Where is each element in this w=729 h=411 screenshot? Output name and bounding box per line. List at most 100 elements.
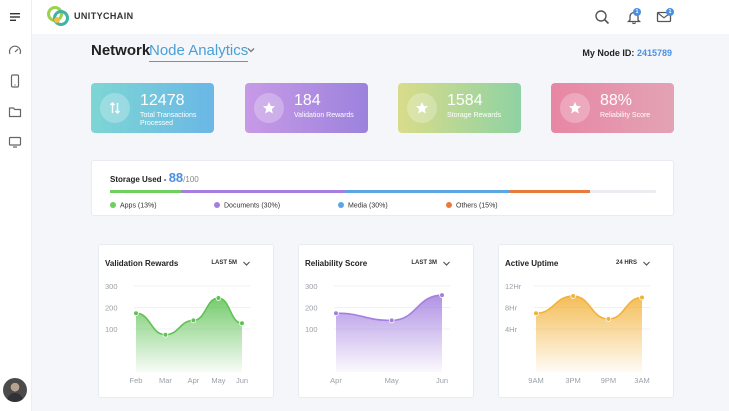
star-icon [569,102,581,114]
stat-label: Total Transactions Processed [140,112,197,127]
y-tick-label: 200 [105,304,118,313]
legend-documents: Documents (30%) [214,202,280,210]
menu-icon[interactable] [8,10,22,24]
x-tick-label: May [211,376,225,385]
legend-label: Others (15%) [456,202,498,210]
node-id: My Node ID: 2415789 [582,48,672,58]
stat-card-transactions[interactable]: 12478 Total Transactions Processed [91,83,214,133]
mobile-device-icon[interactable] [8,74,22,88]
notifications-badge: 1 [633,8,641,16]
data-point[interactable] [388,317,395,324]
node-id-value: 2415789 [636,48,672,58]
series-area [536,296,642,372]
reliability-score-chart: 300 200 100 Apr May Jun [305,282,450,385]
storage-used-title: Storage Used - [110,175,167,184]
sidebar [0,0,32,411]
dashboard-gauge-icon[interactable] [8,44,22,58]
x-tick-label: 3AM [634,376,649,385]
validation-rewards-chart: 300 200 100 Feb Mar Apr May Jun [105,282,250,385]
legend-media: Media (30%) [338,202,388,210]
stat-icon-circle [407,93,437,123]
storage-panel: Storage Used - 88/100 Apps (13%) Documen… [91,160,674,216]
stat-value: 1584 [447,92,483,109]
top-bar: UNITYCHAIN 1 1 [32,0,729,34]
analytics-view-selector[interactable]: Node Analytics [149,42,249,62]
legend-dot [110,202,116,208]
stat-card-reliability-score[interactable]: 88% Reliability Score [551,83,674,133]
series-area [336,295,442,372]
chart-title: Validation Rewards [105,259,179,268]
y-tick-label: 300 [305,282,318,291]
data-point[interactable] [239,320,245,327]
x-tick-label: May [385,376,399,385]
data-point[interactable] [639,294,645,301]
legend-dot [214,202,220,208]
storage-segment [180,190,345,193]
x-tick-label: 3PM [565,376,580,385]
active-uptime-chart: 12Hr 8Hr 4Hr 9AM 3PM 9PM 3AM [505,282,650,385]
monitor-icon[interactable] [8,135,22,149]
x-tick-label: Feb [130,376,143,385]
x-tick-label: 9PM [601,376,616,385]
data-point[interactable] [533,310,539,317]
star-icon [416,102,428,114]
x-tick-label: Jun [436,376,448,385]
y-tick-label: 8Hr [505,304,518,313]
legend-dot [446,202,452,208]
legend-apps: Apps (13%) [110,202,157,210]
data-point[interactable] [439,292,445,298]
x-tick-label: Jun [236,376,248,385]
series-area [136,298,242,372]
folder-icon[interactable] [8,105,22,119]
x-tick-label: Apr [330,376,342,385]
legend-label: Media (30%) [348,202,388,210]
stat-card-storage-rewards[interactable]: 1584 Storage Rewards [398,83,521,133]
data-point[interactable] [190,317,197,324]
x-tick-label: 9AM [528,376,543,385]
data-point[interactable] [162,331,169,338]
range-selector[interactable]: LAST 3M [411,260,437,266]
series-line [535,295,643,320]
legend-others: Others (15%) [446,202,498,210]
stat-label: Validation Rewards [294,112,354,119]
legend-label: Apps (13%) [120,202,157,210]
range-selector[interactable]: 24 HRS [615,260,637,266]
storage-used-value: 88 [168,170,184,185]
search-icon[interactable] [594,9,610,25]
page-title: Network [91,42,151,59]
y-tick-label: 4Hr [505,325,518,334]
stat-icon-circle [100,93,130,123]
avatar[interactable] [3,378,27,402]
data-point[interactable] [215,295,222,301]
y-tick-label: 12Hr [505,282,522,291]
stat-icon-circle [560,93,590,123]
storage-progress-bar [110,190,656,193]
storage-segment [110,190,181,193]
chart-title: Reliability Score [305,259,368,268]
x-tick-label: Mar [159,376,172,385]
chevron-down-icon[interactable] [642,259,651,268]
chevron-down-icon[interactable] [442,259,451,268]
chevron-down-icon[interactable] [246,45,256,55]
chevron-down-icon[interactable] [242,259,251,268]
storage-max-value: /100 [183,175,199,184]
y-tick-label: 300 [105,282,118,291]
data-point[interactable] [333,310,339,317]
y-tick-label: 100 [305,325,318,334]
active-uptime-card: Active Uptime 24 HRS 12Hr 8Hr 4Hr 9AM 3PM 9PM… [498,244,674,398]
node-id-label: My Node ID: [582,48,635,58]
legend-label: Documents (30%) [224,202,281,210]
chart-title: Active Uptime [505,259,559,268]
storage-segment [508,190,591,193]
data-point[interactable] [133,310,139,317]
data-point[interactable] [570,293,576,299]
stat-value: 184 [294,92,321,109]
x-tick-label: Apr [188,376,200,385]
legend-dot [338,202,344,208]
arrows-updown-icon [110,102,120,114]
stat-card-validation-rewards[interactable]: 184 Validation Rewards [245,83,368,133]
stat-label: Reliability Score [600,112,651,119]
data-point[interactable] [605,316,612,322]
unitychain-logo-icon [47,6,69,26]
range-selector[interactable]: LAST 5M [211,260,237,266]
